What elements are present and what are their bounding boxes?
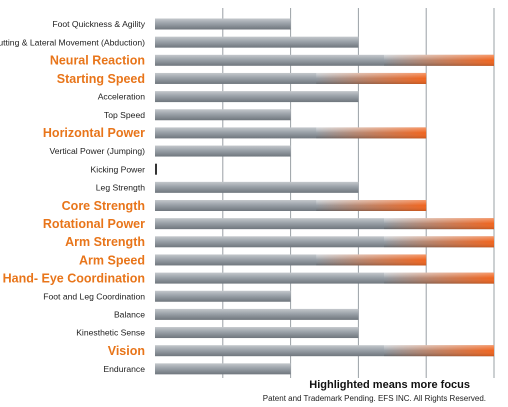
bar-fill: [155, 200, 427, 211]
bar-4: [155, 91, 359, 103]
bar-5: [155, 109, 291, 121]
bar-fill: [155, 145, 291, 157]
category-label-7: Vertical Power (Jumping): [49, 146, 145, 156]
bar-11: [155, 218, 494, 230]
bar-fill: [155, 272, 494, 284]
category-label-10: Core Strength: [62, 199, 145, 213]
bar-7: [155, 145, 291, 157]
bar-highlight-sheen: [316, 254, 427, 266]
bar-fill: [155, 36, 359, 48]
bars-layer: [155, 18, 494, 375]
bar-18: [155, 345, 494, 357]
focus-bar-chart: Foot Quickness & Agility Cutting & Latera…: [0, 8, 495, 378]
bar-fill: [155, 181, 359, 193]
category-label-1: Cutting & Lateral Movement (Abduction): [0, 37, 145, 47]
bar-16: [155, 308, 359, 320]
category-label-14: Hand- Eye Coordination: [3, 271, 145, 285]
bar-3: [155, 72, 427, 84]
bar-fill: [155, 163, 157, 175]
bar-highlight-sheen: [316, 127, 427, 139]
bar-13: [155, 254, 427, 266]
bar-fill: [155, 18, 291, 30]
category-label-15: Foot and Leg Coordination: [43, 291, 145, 301]
bar-highlight-sheen: [384, 345, 494, 357]
category-label-5: Top Speed: [104, 110, 145, 120]
category-label-18: Vision: [108, 344, 145, 358]
bar-10: [155, 200, 427, 211]
copyright-notice: Patent and Trademark Pending. EFS INC. A…: [262, 394, 486, 403]
bar-9: [155, 181, 359, 193]
bar-17: [155, 327, 359, 339]
bar-highlight-sheen: [384, 54, 494, 66]
bar-highlight-sheen: [384, 218, 494, 230]
category-label-13: Arm Speed: [79, 253, 145, 267]
bar-highlight-sheen: [384, 236, 494, 248]
bar-fill: [155, 345, 494, 357]
bar-fill: [155, 363, 291, 375]
bar-fill: [155, 327, 359, 339]
category-label-17: Kinesthetic Sense: [76, 328, 145, 338]
bar-14: [155, 272, 494, 284]
bar-fill: [155, 290, 291, 302]
bar-highlight-sheen: [316, 72, 427, 84]
highlight-legend-note: Highlighted means more focus: [309, 379, 470, 391]
category-label-12: Arm Strength: [65, 235, 145, 249]
bar-15: [155, 290, 291, 302]
bar-fill: [155, 254, 427, 266]
category-label-2: Neural Reaction: [50, 54, 145, 68]
category-label-0: Foot Quickness & Agility: [52, 19, 145, 29]
bar-19: [155, 363, 291, 375]
category-label-11: Rotational Power: [43, 217, 145, 231]
bar-0: [155, 18, 291, 30]
bar-fill: [155, 236, 494, 248]
bar-highlight-sheen: [384, 272, 494, 284]
category-label-3: Starting Speed: [57, 72, 145, 86]
bar-8: [155, 163, 157, 175]
category-label-16: Balance: [114, 310, 145, 320]
bar-2: [155, 54, 494, 66]
category-label-4: Acceleration: [98, 92, 146, 102]
bar-fill: [155, 109, 291, 121]
category-label-9: Leg Strength: [96, 182, 145, 192]
bar-fill: [155, 91, 359, 103]
bar-fill: [155, 72, 427, 84]
bar-fill: [155, 127, 427, 139]
bar-highlight-sheen: [316, 200, 427, 211]
bar-6: [155, 127, 427, 139]
bar-1: [155, 36, 359, 48]
category-label-19: Endurance: [103, 364, 145, 374]
bar-fill: [155, 308, 359, 320]
bar-fill: [155, 218, 494, 230]
category-label-6: Horizontal Power: [43, 126, 145, 140]
category-labels: Foot Quickness & Agility Cutting & Latera…: [0, 19, 146, 374]
bar-fill: [155, 54, 494, 66]
bar-12: [155, 236, 494, 248]
category-label-8: Kicking Power: [91, 164, 146, 174]
